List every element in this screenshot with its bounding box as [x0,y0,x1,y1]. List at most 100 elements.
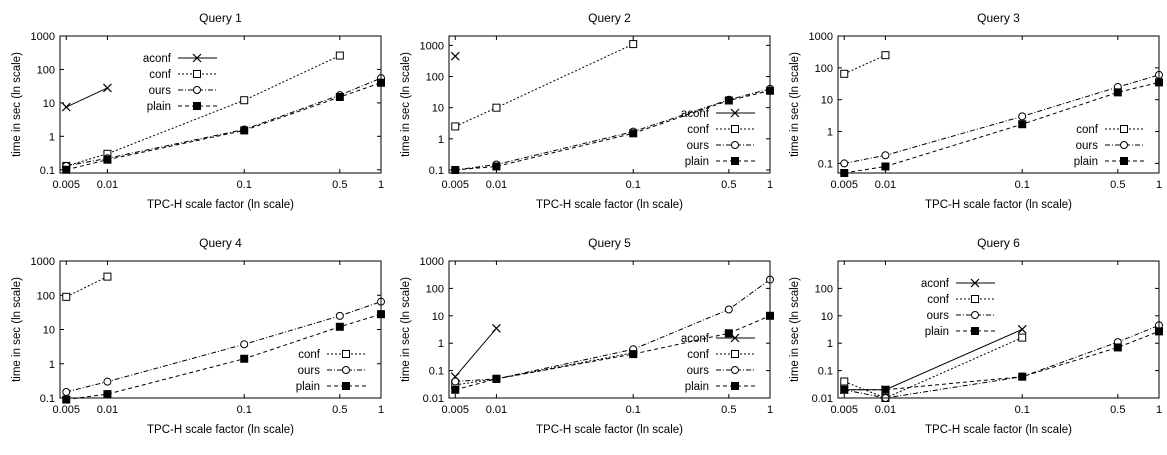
x-tick-label: 1 [378,179,384,191]
data-point-conf [840,69,849,78]
x-tick-label: 0.01 [486,179,507,191]
y-axis-label: time in sec (ln scale) [400,52,412,157]
x-tick-label: 0.1 [626,404,641,416]
legend-marker [730,108,740,118]
series-conf [62,272,112,301]
chart-title: Query 3 [977,11,1020,25]
legend-label: ours [298,365,321,377]
series-line-plain [66,313,382,401]
data-point-plain [492,374,501,383]
legend-label: ours [927,310,950,322]
y-axis-label: time in sec (ln scale) [400,277,412,382]
y-axis-label: time in sec (ln scale) [11,52,23,157]
x-tick-label: 0.5 [1110,404,1125,416]
legend-label: plain [296,381,320,393]
series-line-aconf [454,327,497,378]
data-point-ours [62,387,71,396]
x-tick-label: 0.1 [237,179,252,191]
chart-title: Query 5 [588,236,631,250]
y-tick-label: 10 [432,103,444,115]
x-tick-label: 0.01 [97,179,118,191]
data-point-ours [240,340,249,349]
chart-query-3: Query 3 0.1 1 10 100 1000 0.005 0.01 0.1 0.5 1 TPC-… [778,0,1167,225]
x-tick-label: 1 [1156,404,1162,416]
data-point-ours [881,151,890,160]
legend-marker [731,125,739,133]
legend-marker [342,382,350,390]
series-line-aconf [66,87,108,108]
series-line-plain [66,82,382,171]
y-tick-label: 1 [49,131,55,143]
y-tick-label: 100 [37,290,55,302]
y-tick-label: 1000 [809,31,833,43]
legend-marker [731,350,739,358]
y-tick-label: 100 [37,64,55,76]
series-line-ours [844,74,1160,164]
plot-frame [837,260,1160,399]
legend-label: conf [687,124,710,136]
legend-label: ours [687,365,710,377]
series-line-plain [844,330,1160,391]
data-point-plain [840,385,849,394]
y-tick-label: 1 [438,338,444,350]
series-line-conf [66,276,108,298]
legend-marker [970,278,980,288]
y-tick-label: 10 [821,311,833,323]
x-tick-label: 0.1 [237,404,252,416]
legend-marker [731,141,739,149]
x-tick-label: 0.005 [52,179,80,191]
data-point-plain [724,96,733,105]
x-tick-label: 0.005 [830,179,858,191]
data-point-aconf [492,323,501,333]
data-point-plain [62,395,71,404]
data-point-plain [1018,372,1027,381]
series-conf [62,51,344,170]
data-point-ours [451,377,460,386]
plot-frame [59,35,382,174]
legend-marker [971,327,979,335]
data-point-plain [451,385,460,394]
data-point-plain [881,385,890,394]
x-tick-label: 0.005 [441,179,469,191]
data-point-plain [629,129,638,138]
chart-svg: Query 4 0.1 1 10 100 1000 0.005 0.01 0.1 0.5 1 TPC-… [11,236,385,436]
legend-label: conf [687,349,710,361]
legend-label: plain [925,326,949,338]
x-tick-label: 1 [767,404,773,416]
data-point-conf [492,103,501,112]
data-point-plain [103,390,112,399]
legend-marker [192,53,202,63]
y-axis-label: time in sec (ln scale) [789,277,801,382]
y-tick-label: 0.01 [423,393,444,405]
y-tick-label: 1000 [31,256,55,268]
plot-frame [448,260,771,399]
legend-marker [193,102,201,110]
x-axis-label: TPC-H scale factor (ln scale) [925,424,1072,436]
series-plain [840,78,1163,177]
data-point-conf [881,51,890,60]
x-axis-label: TPC-H scale factor (ln scale) [536,199,683,211]
chart-svg: Query 3 0.1 1 10 100 1000 0.005 0.01 0.1 0.5 1 TPC-… [789,11,1163,211]
y-tick-label: 1 [438,134,444,146]
legend-marker [971,295,979,303]
legend-label: conf [927,294,950,306]
y-tick-label: 1 [827,338,833,350]
series-line-ours [455,88,771,171]
legend-label: ours [149,85,172,97]
y-tick-label: 10 [43,325,55,337]
y-axis-label: time in sec (ln scale) [11,277,23,382]
data-point-conf [1018,333,1027,342]
data-point-plain [881,162,890,171]
y-tick-label: 1000 [420,256,444,268]
legend-label: aconf [143,53,172,65]
series-line-conf [66,55,341,167]
y-tick-label: 1 [827,127,833,139]
x-tick-label: 0.5 [332,179,347,191]
data-point-plain [103,155,112,164]
y-tick-label: 0.1 [818,158,833,170]
data-point-plain [629,350,638,359]
legend-label: plain [147,101,171,113]
data-point-conf [629,40,638,49]
legend-marker [1120,125,1128,133]
